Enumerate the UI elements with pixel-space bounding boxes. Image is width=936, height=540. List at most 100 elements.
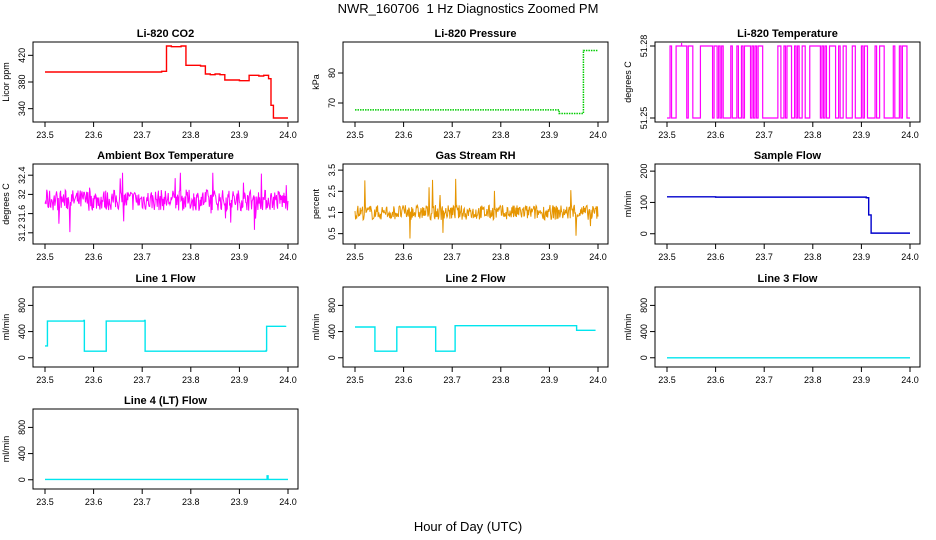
y-tick-label: 3.5 (327, 164, 337, 177)
y-axis-label: ml/min (1, 436, 11, 463)
x-tick-label: 24.0 (279, 375, 297, 385)
x-tick-label: 23.9 (231, 130, 249, 140)
y-tick-label: 380 (17, 74, 27, 89)
x-tick-label: 23.5 (658, 375, 676, 385)
panel-title: Li-820 Pressure (435, 28, 517, 40)
x-tick-label: 23.8 (182, 497, 200, 507)
x-tick-label: 23.7 (755, 130, 773, 140)
x-tick-label: 23.9 (231, 497, 249, 507)
x-tick-label: 23.9 (853, 375, 871, 385)
x-tick-label: 23.6 (85, 252, 103, 262)
plot-frame (32, 286, 299, 368)
x-tick-label: 23.5 (658, 130, 676, 140)
y-tick-label: 70 (327, 98, 337, 108)
x-tick-label: 23.5 (346, 375, 364, 385)
y-tick-label: 31.6 (17, 205, 27, 223)
plot-frame (32, 163, 299, 245)
plot-frame (342, 41, 609, 123)
x-tick-label: 23.6 (707, 252, 725, 262)
panel-sample-flow: Sample Flow ml/min 23.5 23.6 23.7 23.8 23.9 24.… (623, 150, 921, 262)
x-tick-label: 23.6 (395, 130, 413, 140)
panel-title: Line 3 Flow (758, 273, 818, 285)
x-tick-label: 23.5 (658, 252, 676, 262)
y-tick-label: 2.5 (327, 185, 337, 198)
y-tick-label: 400 (17, 446, 27, 461)
series-line (45, 475, 288, 481)
series-line (44, 172, 289, 233)
panel-title: Gas Stream RH (435, 150, 515, 162)
panel-title: Line 2 Flow (446, 273, 506, 285)
x-tick-label: 24.0 (279, 130, 297, 140)
x-tick-label: 23.5 (36, 252, 54, 262)
x-tick-label: 23.5 (346, 130, 364, 140)
x-tick-label: 24.0 (901, 252, 919, 262)
series-line (355, 324, 596, 352)
panel-title: Li-820 CO2 (137, 28, 194, 40)
y-tick-label: 51.25 (639, 107, 649, 130)
series-line (355, 49, 598, 115)
y-axis-label: ml/min (1, 314, 11, 341)
panel-li-820-pressure: Li-820 Pressure kPa 23.5 23.6 23.7 23.8 23.9 24… (311, 28, 609, 140)
x-tick-label: 23.7 (755, 252, 773, 262)
y-axis-label: kPa (311, 74, 321, 90)
y-tick-label: 0 (17, 477, 27, 482)
plot-frame (654, 163, 921, 245)
y-axis-label: ml/min (623, 314, 633, 341)
panel-title: Line 1 Flow (136, 273, 196, 285)
y-axis-label: percent (311, 188, 321, 219)
panel-ambient-box-temperature: Ambient Box Temperature degrees C 23.5 23.6… (1, 150, 299, 262)
y-tick-label: 800 (17, 298, 27, 313)
x-tick-label: 23.6 (85, 375, 103, 385)
plot-frame (342, 286, 609, 368)
panel-line-3-flow: Line 3 Flow ml/min 23.5 23.6 23.7 23.8 23.9 24.… (623, 273, 921, 385)
x-tick-label: 23.7 (443, 130, 461, 140)
x-tick-label: 23.7 (133, 130, 151, 140)
y-tick-label: 100 (639, 195, 649, 210)
y-tick-label: 800 (639, 298, 649, 313)
x-tick-label: 23.9 (231, 252, 249, 262)
y-tick-label: 1.5 (327, 206, 337, 219)
x-tick-label: 23.7 (133, 497, 151, 507)
x-tick-label: 23.5 (346, 252, 364, 262)
y-tick-label: 400 (639, 324, 649, 339)
x-tick-label: 23.8 (492, 130, 510, 140)
x-tick-label: 23.9 (541, 252, 559, 262)
series-line (667, 45, 910, 119)
panel-title: Sample Flow (754, 150, 822, 162)
y-tick-label: 0 (17, 355, 27, 360)
x-tick-label: 23.6 (85, 497, 103, 507)
x-tick-label: 23.7 (755, 375, 773, 385)
x-tick-label: 23.8 (182, 130, 200, 140)
x-tick-label: 24.0 (901, 375, 919, 385)
y-tick-label: 800 (327, 298, 337, 313)
y-tick-label: 0 (639, 355, 649, 360)
panel-line-1-flow: Line 1 Flow ml/min 23.5 23.6 23.7 23.8 23.9 24.… (1, 273, 299, 385)
x-tick-label: 23.9 (853, 130, 871, 140)
y-axis-label: degrees C (1, 183, 11, 225)
y-axis-label: degrees C (623, 61, 633, 103)
y-tick-label: 51.28 (639, 35, 649, 58)
x-tick-label: 23.8 (804, 375, 822, 385)
x-tick-label: 23.7 (133, 375, 151, 385)
y-axis-label: ml/min (311, 314, 321, 341)
x-tick-label: 23.7 (443, 375, 461, 385)
x-tick-label: 23.9 (853, 252, 871, 262)
x-tick-label: 23.6 (395, 252, 413, 262)
x-tick-label: 23.5 (36, 375, 54, 385)
x-tick-label: 24.0 (589, 130, 607, 140)
x-tick-label: 23.6 (707, 130, 725, 140)
x-tick-label: 23.8 (182, 375, 200, 385)
y-tick-label: 32 (17, 189, 27, 199)
y-tick-label: 32.4 (17, 166, 27, 184)
x-tick-label: 23.8 (492, 375, 510, 385)
y-axis-label: Licor ppm (1, 62, 11, 102)
x-tick-label: 23.5 (36, 130, 54, 140)
y-tick-label: 31.2 (17, 224, 27, 242)
plot-frame (32, 41, 299, 123)
y-tick-label: 340 (17, 101, 27, 116)
x-tick-label: 24.0 (279, 252, 297, 262)
y-tick-label: 0 (639, 231, 649, 236)
figure-title: NWR_160706 1 Hz Diagnostics Zoomed PM (337, 1, 599, 16)
series-line (667, 196, 910, 234)
